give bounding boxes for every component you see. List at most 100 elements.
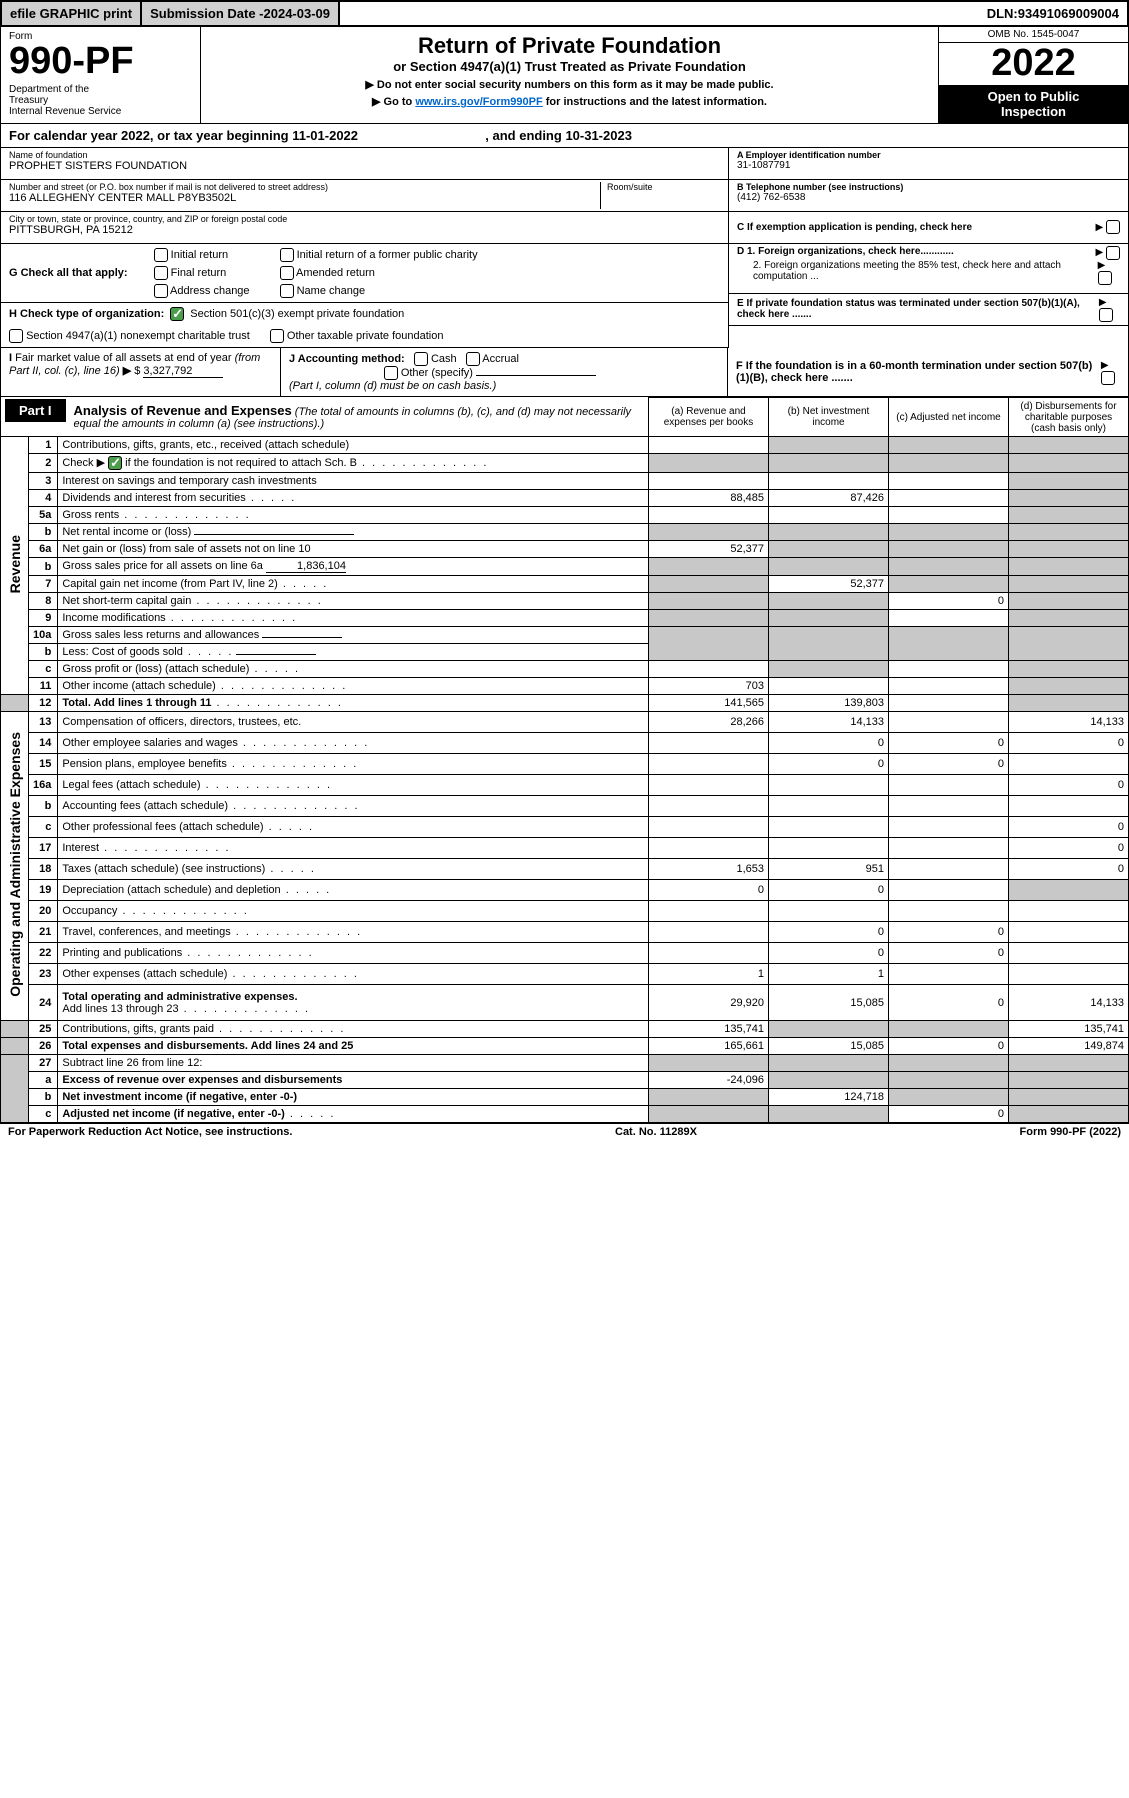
row-20-desc: Occupancy (58, 901, 649, 922)
row-num: 23 (29, 964, 58, 985)
r18-b: 951 (769, 859, 889, 880)
j-accrual: Accrual (482, 353, 519, 365)
ck-507b1a[interactable] (1099, 308, 1113, 322)
row-num: a (29, 1072, 58, 1089)
phone-label: B Telephone number (see instructions) (737, 182, 903, 192)
row-num: 22 (29, 943, 58, 964)
ck-foreign-org[interactable] (1106, 246, 1120, 260)
city-cell: City or town, state or province, country… (1, 212, 728, 244)
tax-year: 2022 (939, 43, 1128, 85)
section-i: I Fair market value of all assets at end… (1, 348, 281, 396)
part1-table: Part I Analysis of Revenue and Expenses … (0, 397, 1129, 1123)
addr-label: Number and street (or P.O. box number if… (9, 182, 600, 192)
row-num: 2 (29, 454, 58, 473)
r18-d: 0 (1009, 859, 1129, 880)
j-other: Other (specify) (401, 367, 473, 379)
open-public-badge: Open to PublicInspection (939, 85, 1128, 123)
g-opt5: Amended return (296, 267, 375, 279)
h-opt2: Section 4947(a)(1) nonexempt charitable … (26, 330, 250, 342)
ck-final-return[interactable] (154, 266, 168, 280)
submission-date: Submission Date - 2024-03-09 (142, 2, 340, 25)
r22-b: 0 (769, 943, 889, 964)
col-c-header: (c) Adjusted net income (889, 397, 1009, 437)
row-num: 7 (29, 576, 58, 593)
ck-address-change[interactable] (154, 284, 168, 298)
r27a-a: -24,096 (649, 1072, 769, 1089)
row-22-desc: Printing and publications (58, 943, 649, 964)
r13-b: 14,133 (769, 712, 889, 733)
row-27a-desc: Excess of revenue over expenses and disb… (58, 1072, 649, 1089)
dln-label: DLN: (987, 6, 1018, 21)
row-23-desc: Other expenses (attach schedule) (58, 964, 649, 985)
r16c-d: 0 (1009, 817, 1129, 838)
j-note: (Part I, column (d) must be on cash basi… (289, 380, 496, 392)
r6a-a: 52,377 (649, 541, 769, 558)
part1-title: Analysis of Revenue and Expenses (The to… (66, 399, 644, 434)
row-11-desc: Other income (attach schedule) (58, 678, 649, 695)
instr2-post: for instructions and the latest informat… (543, 96, 767, 108)
ck-other-method[interactable] (384, 366, 398, 380)
cal-mid: , and ending (485, 128, 565, 143)
r26-b: 15,085 (769, 1038, 889, 1055)
r14-b: 0 (769, 733, 889, 754)
efile-print-label[interactable]: efile GRAPHIC print (2, 2, 142, 25)
j-label: J Accounting method: (289, 353, 405, 365)
ck-501c3[interactable] (170, 307, 184, 321)
ck-name-change[interactable] (280, 284, 294, 298)
city-label: City or town, state or province, country… (9, 214, 720, 224)
ck-cash[interactable] (414, 352, 428, 366)
section-j: J Accounting method: Cash Accrual Other … (281, 348, 728, 396)
r24-a: 29,920 (649, 985, 769, 1021)
r4-b: 87,426 (769, 490, 889, 507)
e-label: E If private foundation status was termi… (737, 298, 1080, 320)
ck-other-taxable[interactable] (270, 329, 284, 343)
r24-c: 0 (889, 985, 1009, 1021)
ck-initial-former[interactable] (280, 248, 294, 262)
row-26-desc: Total expenses and disbursements. Add li… (58, 1038, 649, 1055)
r19-a: 0 (649, 880, 769, 901)
row-num: b (29, 644, 58, 661)
header-right: OMB No. 1545-0047 2022 Open to PublicIns… (938, 27, 1128, 123)
r26-a: 165,661 (649, 1038, 769, 1055)
row-num: 13 (29, 712, 58, 733)
ck-85pct[interactable] (1098, 271, 1112, 285)
r22-c: 0 (889, 943, 1009, 964)
ck-amended-return[interactable] (280, 266, 294, 280)
ck-507b1b[interactable] (1101, 371, 1115, 385)
part1-title-text: Analysis of Revenue and Expenses (74, 403, 292, 418)
submission-label: Submission Date - (150, 6, 263, 21)
g-opt1: Initial return (171, 249, 228, 261)
row-num: b (29, 796, 58, 817)
row-num: 4 (29, 490, 58, 507)
ck-exemption-pending[interactable] (1106, 220, 1120, 234)
row-num: 26 (29, 1038, 58, 1055)
row-num: 14 (29, 733, 58, 754)
f-label: F If the foundation is in a 60-month ter… (736, 360, 1092, 384)
g-opt6: Name change (297, 285, 366, 297)
row-2-desc: Check ▶ if the foundation is not require… (58, 454, 649, 473)
ck-accrual[interactable] (466, 352, 480, 366)
row-12-desc: Total. Add lines 1 through 11 (58, 695, 649, 712)
arrow-icon (1101, 359, 1109, 371)
ck-sch-b[interactable] (108, 456, 122, 470)
r27b-b: 124,718 (769, 1089, 889, 1106)
row-16c-desc: Other professional fees (attach schedule… (58, 817, 649, 838)
entity-info: Name of foundation PROPHET SISTERS FOUND… (0, 148, 1129, 348)
form990pf-link[interactable]: www.irs.gov/Form990PF (415, 96, 542, 108)
form-number: 990-PF (9, 42, 192, 80)
ein-label: A Employer identification number (737, 150, 881, 160)
r15-b: 0 (769, 754, 889, 775)
ck-4947a1[interactable] (9, 329, 23, 343)
row-num: 15 (29, 754, 58, 775)
row-6a-desc: Net gain or (loss) from sale of assets n… (58, 541, 649, 558)
row-15-desc: Pension plans, employee benefits (58, 754, 649, 775)
row-17-desc: Interest (58, 838, 649, 859)
r17-d: 0 (1009, 838, 1129, 859)
h-opt1: Section 501(c)(3) exempt private foundat… (190, 308, 404, 320)
r23-b: 1 (769, 964, 889, 985)
row-num: 21 (29, 922, 58, 943)
ck-initial-return[interactable] (154, 248, 168, 262)
r23-a: 1 (649, 964, 769, 985)
city-value: PITTSBURGH, PA 15212 (9, 224, 720, 236)
room-label: Room/suite (607, 182, 720, 192)
